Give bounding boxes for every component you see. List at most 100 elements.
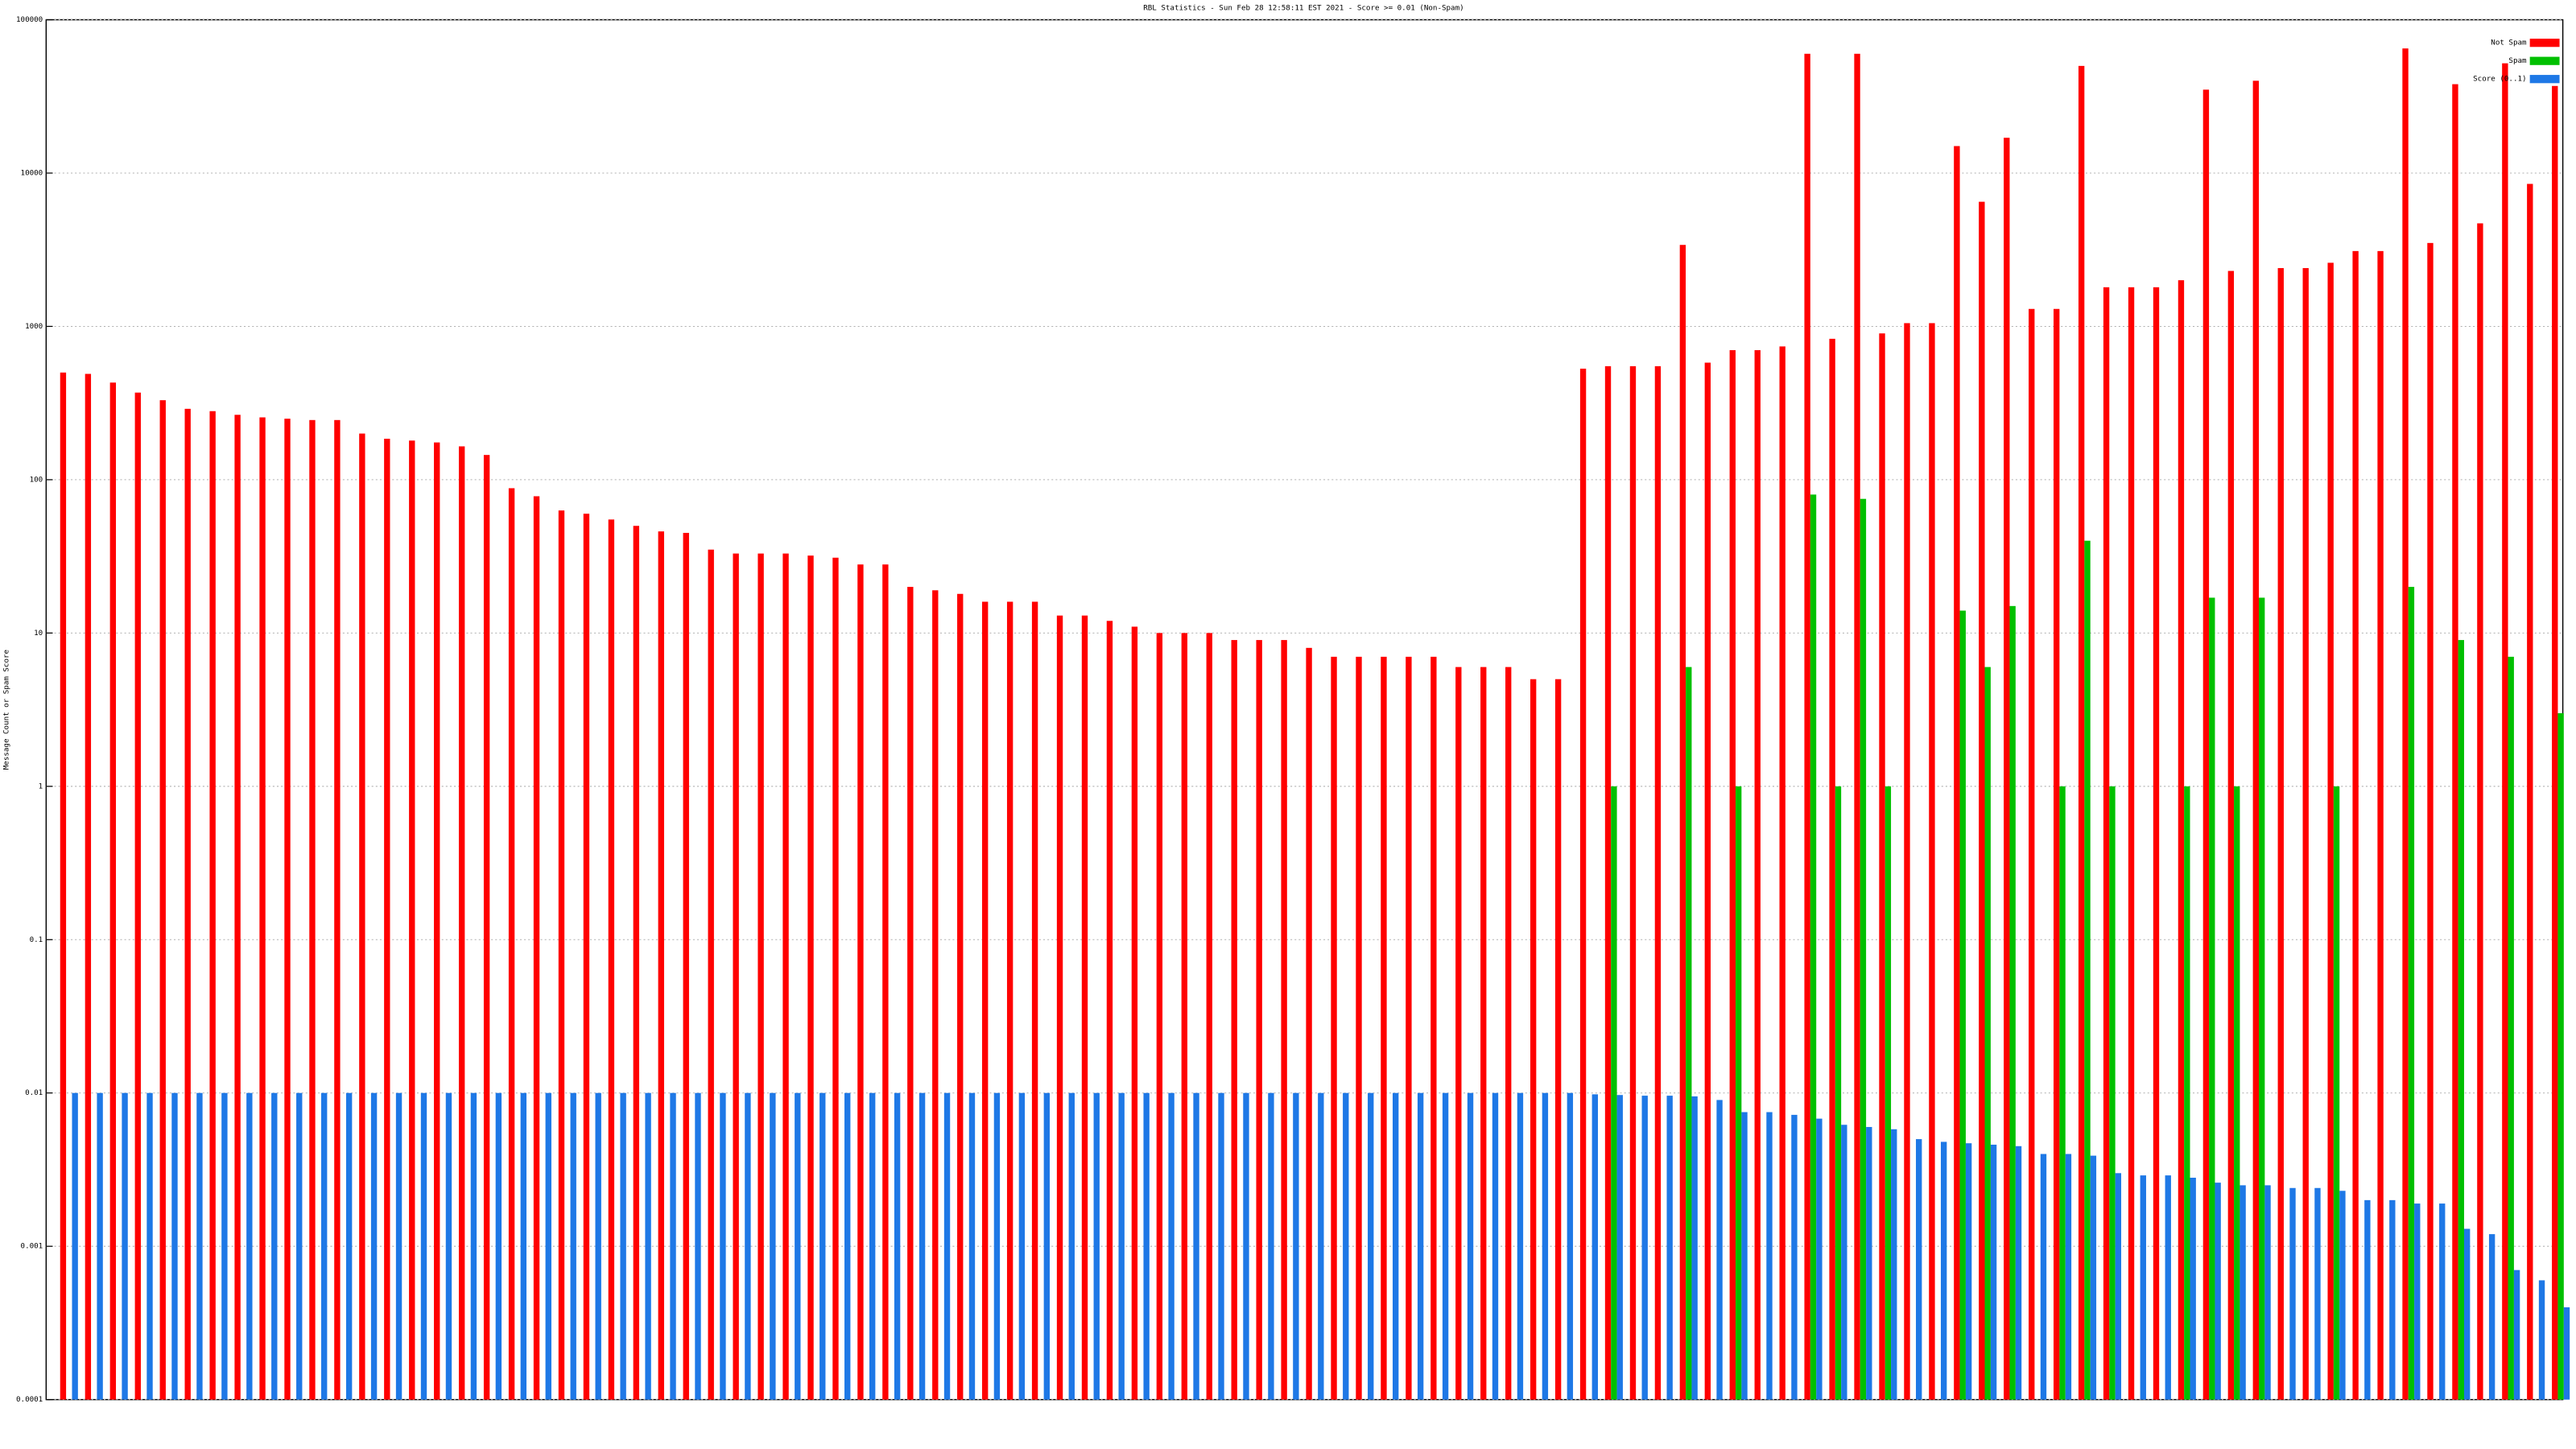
bar [1181,633,1188,1400]
bar [1804,53,1810,1400]
bar [1641,1096,1648,1400]
bar [2402,48,2409,1400]
bar [2477,223,2483,1400]
bar [1031,601,1038,1400]
bar [1492,1092,1499,1400]
bar [2463,1228,2471,1400]
bar [259,417,266,1400]
bar [184,408,191,1400]
bar [2377,250,2384,1400]
bar [1406,656,1412,1400]
bar [832,557,839,1400]
bar [1654,365,1662,1400]
bar [1879,333,1885,1400]
bar [1306,647,1312,1400]
bar [345,1092,353,1400]
bar [1735,786,1742,1400]
bar [1959,610,1966,1400]
bar [470,1092,477,1400]
bar [1517,1092,1524,1400]
bar [2277,268,2284,1400]
bar [171,1092,178,1400]
bar [221,1092,228,1400]
bar [1243,1092,1249,1400]
bar [1860,498,1867,1400]
bar [2128,287,2135,1400]
bar [2190,1178,2196,1400]
bar [2458,640,2464,1400]
bar [2227,270,2235,1400]
bar [758,553,764,1400]
chart-title: RBL Statistics - Sun Feb 28 12:58:11 EST… [1143,4,1463,13]
bar [1779,346,1785,1400]
bar [733,553,739,1400]
bar [1691,1096,1698,1400]
bar [1356,656,1362,1400]
bar [2557,712,2564,1400]
bar [1729,349,1736,1400]
bar [1716,1100,1723,1400]
bar [520,1092,527,1400]
bar [296,1092,303,1400]
y-tick-label: 0.001 [21,1242,43,1251]
bar [2065,1154,2072,1400]
bar [633,526,640,1400]
bar [2109,786,2116,1400]
bar [1940,1141,1947,1400]
bar [2054,308,2060,1400]
bar [1542,1092,1549,1400]
bar [1006,601,1013,1400]
bar [2240,1185,2246,1400]
bar [209,411,216,1400]
bar [1268,1092,1274,1400]
bar [1791,1114,1798,1400]
bar [508,488,515,1400]
bar [558,510,565,1400]
bar [2389,1199,2396,1400]
bar [1143,1092,1150,1400]
bar [1068,1092,1075,1400]
bar [1193,1092,1199,1400]
bar [1766,1112,1773,1400]
bar [2314,1187,2321,1400]
bar [1368,1092,1374,1400]
legend-label: Not Spam [2491,39,2527,47]
bar [2508,656,2514,1400]
bar [495,1092,502,1400]
bar [720,1092,726,1400]
bar [894,1092,901,1400]
bar [957,593,964,1400]
bar [2352,250,2359,1400]
bar [334,419,341,1400]
bar [2078,65,2085,1400]
bar [1231,640,1237,1400]
y-tick-label: 0.01 [25,1088,43,1097]
bar [1904,323,1910,1400]
bar [2552,85,2558,1400]
bar [2059,786,2066,1400]
y-tick-label: 10 [34,629,43,638]
bar [1984,667,1991,1400]
bar [2215,1183,2221,1400]
bar [1916,1139,1922,1400]
bar [72,1092,78,1400]
bar [2234,786,2240,1400]
bar [982,601,989,1400]
y-tick-label: 1 [39,782,43,791]
bar [2427,242,2434,1400]
bar [1281,640,1287,1400]
bar [1218,1092,1224,1400]
bar [807,555,814,1400]
bar [2258,597,2265,1400]
bar [819,1092,826,1400]
bar [1256,640,1262,1400]
bar [1417,1092,1424,1400]
bar [2029,308,2035,1400]
y-tick-label: 1000 [25,322,43,331]
bar [620,1092,626,1400]
legend-label: Score (0..1) [2473,75,2526,84]
bar [533,496,540,1400]
y-tick-label: 0.1 [30,935,43,944]
bar [445,1092,452,1400]
